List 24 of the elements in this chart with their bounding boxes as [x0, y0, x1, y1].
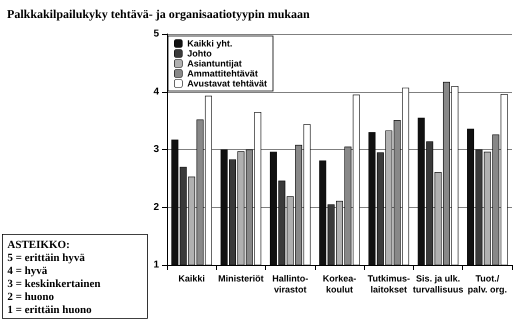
x-tick-label: Ministeriöt	[218, 274, 264, 284]
x-tick-label: Tutkimus- laitokset	[368, 274, 410, 294]
x-tick-label: Tuot./ palv. org.	[468, 274, 508, 294]
text: 1 = erittäin huono	[7, 304, 92, 316]
text: ASTEIKKO:	[7, 238, 70, 251]
x-tick-label: Hallinto- virastot	[272, 274, 308, 294]
chart-title: Palkkakilpailukyky tehtävä- ja organisaatiotyypin mukaan	[7, 7, 310, 21]
text: 4 = hyvä	[7, 264, 48, 277]
y-tick-label: 2	[153, 202, 160, 213]
y-tick-label: 5	[153, 28, 160, 40]
legend-label: Avustavat tehtävät	[187, 78, 268, 88]
legend-label: Johto	[187, 48, 212, 58]
x-tick-label: Sis. ja ulk. turvallisuus	[412, 274, 464, 294]
legend-label: Ammattitehtävät	[187, 68, 258, 78]
y-tick-label: 3	[153, 144, 160, 155]
legend-label: Kaikki yht.	[187, 38, 232, 48]
text: 2 = huono	[7, 290, 55, 303]
y-tick-label: 4	[153, 86, 160, 98]
x-tick-label: Kaikki	[178, 274, 205, 284]
legend-label: Asiantuntijat	[187, 58, 242, 68]
y-tick-label: 1	[153, 260, 160, 270]
x-tick-label: Korkea- koulut	[322, 274, 356, 294]
text: 3 = keskinkertainen	[7, 278, 100, 290]
text: 5 = erittäin hyvä	[7, 252, 86, 264]
